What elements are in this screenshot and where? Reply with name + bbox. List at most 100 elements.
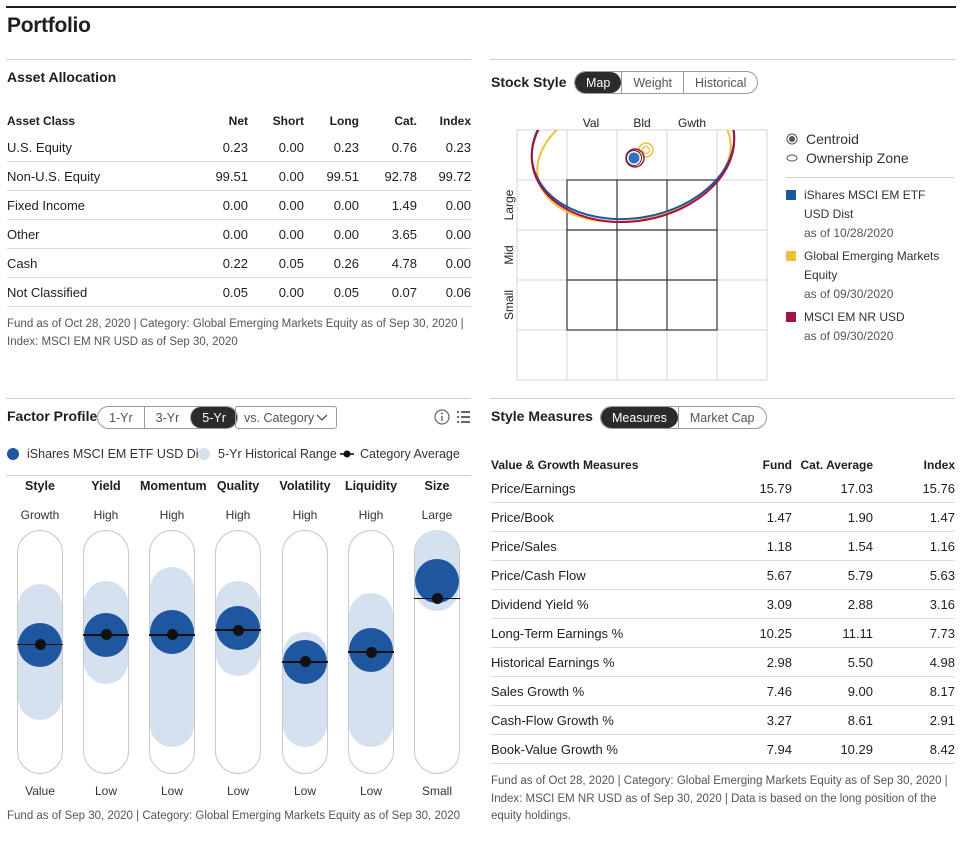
table-view-icon[interactable] [456, 409, 471, 425]
style-measures-cell: 1.54 [847, 538, 873, 554]
style-measures-cell: 1.18 [766, 538, 792, 554]
style-measures-note-line1: Fund as of Oct 28, 2020 | Category: Glob… [491, 775, 948, 787]
factor-category-marker [299, 656, 311, 668]
tab-map[interactable]: Map [575, 72, 622, 93]
tab-measures[interactable]: Measures [601, 407, 678, 428]
legend-category-label: Category Average [360, 447, 460, 461]
style-measures-row: Sales Growth % 7.46 9.00 8.17 [491, 677, 955, 706]
style-measures-cell: Price/Book [491, 509, 554, 525]
style-measures-cell: 1.47 [766, 509, 792, 525]
asset-allocation-row: Not Classified 0.05 0.00 0.05 0.07 0.06 [7, 278, 471, 307]
style-measures-note-line2: Index: MSCI EM NR USD as of Sep 30, 2020… [491, 792, 937, 805]
style-measures-row: Price/Sales 1.18 1.54 1.16 [491, 532, 955, 561]
legend-entry-index-name: MSCI EM NR USD [804, 310, 905, 324]
style-measures-cell: Historical Earnings % [491, 654, 615, 670]
index-swatch [786, 312, 796, 322]
factor-top-label: High [225, 508, 251, 522]
style-measures-cell: 7.73 [929, 625, 955, 641]
factor-profile-rule [6, 398, 471, 399]
factor-historical-range [150, 566, 194, 748]
asset-allocation-cell: 4.78 [391, 255, 417, 271]
asset-allocation-cell: 0.07 [391, 284, 417, 300]
legend-centroid: Centroid [786, 131, 909, 147]
factor-bottom-label: Low [226, 784, 249, 798]
asset-allocation-row: Other 0.00 0.00 0.00 3.65 0.00 [7, 220, 471, 249]
legend-range: 5-Yr Historical Range [198, 447, 337, 461]
style-measures-row: Long-Term Earnings % 10.25 11.11 7.73 [491, 619, 955, 648]
factor-bottom-label: Low [293, 784, 316, 798]
asset-allocation-cell: Cash [7, 255, 38, 271]
style-measures-row: Book-Value Growth % 7.94 10.29 8.42 [491, 735, 955, 764]
factor-top-label: Large [421, 508, 453, 522]
factor-bottom-label: Low [94, 784, 117, 798]
style-measures-row: Cash-Flow Growth % 3.27 8.61 2.91 [491, 706, 955, 735]
legend-entry-index: MSCI EM NR USD as of 09/30/2020 [786, 308, 956, 346]
asset-allocation-cell: 0.00 [445, 226, 471, 242]
style-measures-col-header: Value & Growth Measures [491, 457, 639, 472]
period-1yr[interactable]: 1-Yr [109, 410, 133, 425]
asset-allocation-row: Non-U.S. Equity 99.51 0.00 99.51 92.78 99.72 [7, 162, 471, 191]
row-label-small: Small [502, 290, 516, 320]
col-label-gwth: Gwth [678, 116, 706, 130]
style-measures-col-header: Index [923, 457, 955, 472]
asset-allocation-cell: 0.00 [222, 197, 248, 213]
info-icon[interactable] [434, 409, 450, 425]
asset-allocation-rule [6, 59, 471, 60]
factor-category-marker [100, 629, 112, 641]
asset-allocation-cell: Fixed Income [7, 197, 86, 213]
asset-allocation-cell: 0.23 [333, 139, 359, 155]
style-measures-cell: 10.25 [759, 625, 792, 641]
factor-category-marker [166, 629, 178, 641]
asset-allocation-note: Fund as of Oct 28, 2020 | Category: Glob… [7, 316, 464, 351]
factor-category-marker [34, 639, 46, 651]
factor-title: Liquidity [344, 479, 398, 493]
factor-top-label: High [93, 508, 119, 522]
asset-allocation-cell: 0.00 [333, 226, 359, 242]
style-measures-header-row: Value & Growth Measures Fund Cat. Average I… [491, 452, 955, 477]
factor-category-marker [431, 592, 443, 604]
row-label-large: Large [502, 189, 516, 220]
style-measures-cell: Price/Sales [491, 538, 557, 554]
tab-market-cap[interactable]: Market Cap [677, 407, 766, 428]
stock-style-tabs: Map Weight Historical [574, 71, 759, 94]
asset-allocation-row: Cash 0.22 0.05 0.26 4.78 0.00 [7, 249, 471, 278]
style-measures-cell: 5.79 [847, 567, 873, 583]
tab-historical[interactable]: Historical [683, 72, 757, 93]
factor-bottom-label: Value [25, 784, 55, 798]
legend-category-marker [340, 450, 354, 458]
col-label-bld: Bld [633, 116, 650, 130]
style-box-grid [566, 179, 718, 331]
legend-entry-category-asof: as of 09/30/2020 [804, 287, 894, 301]
legend-entry-index-asof: as of 09/30/2020 [804, 329, 894, 343]
period-3yr[interactable]: 3-Yr [143, 407, 191, 428]
style-measures-cell: 15.76 [922, 480, 955, 496]
style-measures-cell: Price/Cash Flow [491, 567, 586, 583]
style-measures-row: Dividend Yield % 3.09 2.88 3.16 [491, 590, 955, 619]
style-measures-cell: 8.61 [847, 712, 873, 728]
factor-top-label: High [292, 508, 318, 522]
style-box-map: Val Bld Gwth Large Mid Small [502, 116, 768, 381]
asset-allocation-col-header: Index [439, 113, 471, 128]
asset-allocation-cell: Other [7, 226, 40, 242]
style-measures-cell: 5.67 [766, 567, 792, 583]
fund-centroid [628, 152, 640, 164]
style-measures-cell: 1.47 [929, 509, 955, 525]
stock-style-title: Stock Style [491, 74, 567, 90]
asset-allocation-cell: 0.00 [278, 226, 304, 242]
style-measures-cell: 2.98 [766, 654, 792, 670]
style-measures-rule [490, 398, 955, 399]
style-measures-cell: 5.50 [847, 654, 873, 670]
asset-allocation-cell: 1.49 [391, 197, 417, 213]
asset-allocation-cell: 0.05 [333, 284, 359, 300]
asset-allocation-cell: 3.65 [391, 226, 417, 242]
factor-profile-title: Factor Profile [7, 408, 98, 424]
style-measures-cell: 2.88 [847, 596, 873, 612]
asset-allocation-cell: 92.78 [384, 168, 417, 184]
page-title: Portfolio [7, 14, 91, 37]
tab-weight[interactable]: Weight [621, 72, 683, 93]
period-5yr[interactable]: 5-Yr [190, 407, 237, 428]
asset-allocation-cell: 0.00 [278, 139, 304, 155]
compare-select[interactable]: vs. Category [235, 406, 337, 429]
factor-period-tabs: 1-Yr 3-Yr 5-Yr [97, 406, 238, 429]
legend-entry-fund-name2: USD Dist [804, 207, 854, 221]
